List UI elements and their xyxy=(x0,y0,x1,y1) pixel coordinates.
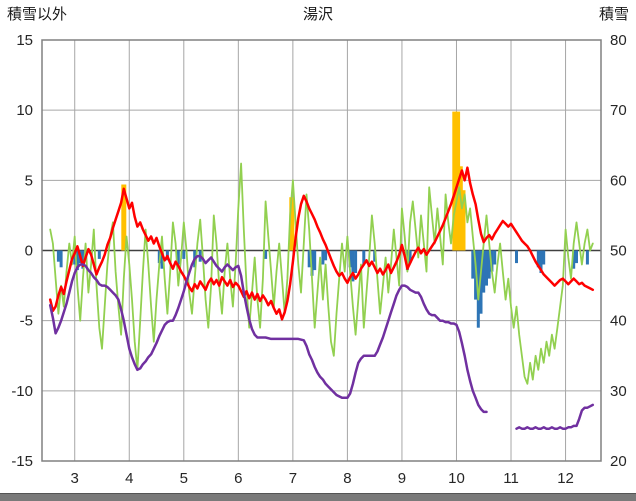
left-axis-tick-label: 0 xyxy=(25,243,33,260)
blue-bars xyxy=(97,250,101,259)
left-axis-tick-label: 10 xyxy=(16,102,33,119)
blue-bars xyxy=(264,250,268,259)
red-line xyxy=(48,166,595,321)
blue-bars xyxy=(479,250,483,314)
right-axis-tick-label: 30 xyxy=(610,383,627,400)
blue-bars xyxy=(81,250,85,269)
x-axis-tick-label: 5 xyxy=(180,470,188,487)
left-axis-tick-label: -15 xyxy=(11,453,33,470)
left-axis-tick-label: -5 xyxy=(20,313,33,330)
blue-bars xyxy=(585,250,589,265)
blue-bars xyxy=(324,250,328,261)
blue-bars xyxy=(354,250,358,273)
orange-bars xyxy=(289,197,295,251)
x-axis-tick-label: 11 xyxy=(503,470,519,487)
plot-frame xyxy=(41,39,602,462)
blue-bars xyxy=(515,250,518,264)
purple-line xyxy=(48,254,595,430)
window-bottom-edge xyxy=(0,493,636,501)
x-axis-tick-label: 9 xyxy=(398,470,406,487)
right-axis-tick-label: 20 xyxy=(610,453,627,470)
blue-bars xyxy=(487,250,491,279)
blue-bars xyxy=(307,250,311,268)
blue-bars xyxy=(490,250,494,272)
x-axis-tick-label: 8 xyxy=(343,470,351,487)
blue-bars xyxy=(176,250,180,265)
blue-bars xyxy=(160,250,164,269)
right-axis-tick-label: 40 xyxy=(610,313,627,330)
blue-bars xyxy=(56,250,60,262)
x-axis-tick-label: 7 xyxy=(289,470,297,487)
blue-bars xyxy=(572,250,576,269)
orange-bars xyxy=(460,190,466,251)
blue-bars xyxy=(539,250,543,273)
blue-bars xyxy=(493,250,497,265)
x-axis-tick-label: 12 xyxy=(557,470,574,487)
right-axis-tick-label: 60 xyxy=(610,172,627,189)
orange-bars xyxy=(121,184,127,251)
blue-bars xyxy=(351,250,355,282)
left-axis-tick-label: 5 xyxy=(25,172,33,189)
left-axis-title: 積雪以外 xyxy=(7,6,68,23)
x-axis-tick-label: 4 xyxy=(125,470,133,487)
blue-bars xyxy=(75,250,79,271)
blue-bars xyxy=(313,250,317,271)
blue-bars xyxy=(471,250,475,279)
right-axis-tick-label: 70 xyxy=(610,102,627,119)
blue-bars xyxy=(485,250,488,286)
blue-bars xyxy=(362,250,366,265)
blue-bars xyxy=(482,250,486,293)
orange-bars xyxy=(452,111,458,251)
left-axis-tick-label: -10 xyxy=(11,383,33,400)
x-axis-tick-label: 10 xyxy=(448,470,465,487)
x-axis-tick-label: 6 xyxy=(234,470,242,487)
blue-bars xyxy=(73,250,77,265)
blue-bars xyxy=(542,250,546,265)
blue-bars xyxy=(59,250,63,268)
blue-bars xyxy=(408,250,412,264)
blue-bars xyxy=(321,250,325,265)
blue-bars xyxy=(182,250,186,259)
right-axis-tick-label: 50 xyxy=(610,243,627,260)
right-axis-tick-label: 80 xyxy=(610,32,627,49)
left-axis-tick-label: 15 xyxy=(16,32,33,49)
green-line xyxy=(49,162,594,385)
x-axis-tick-label: 3 xyxy=(71,470,79,487)
blue-bars xyxy=(373,250,377,262)
blue-bars xyxy=(575,250,578,264)
blue-bars xyxy=(348,250,352,268)
blue-bars xyxy=(536,250,540,268)
orange-bars xyxy=(457,166,463,251)
right-axis-title: 積雪 xyxy=(598,6,629,23)
